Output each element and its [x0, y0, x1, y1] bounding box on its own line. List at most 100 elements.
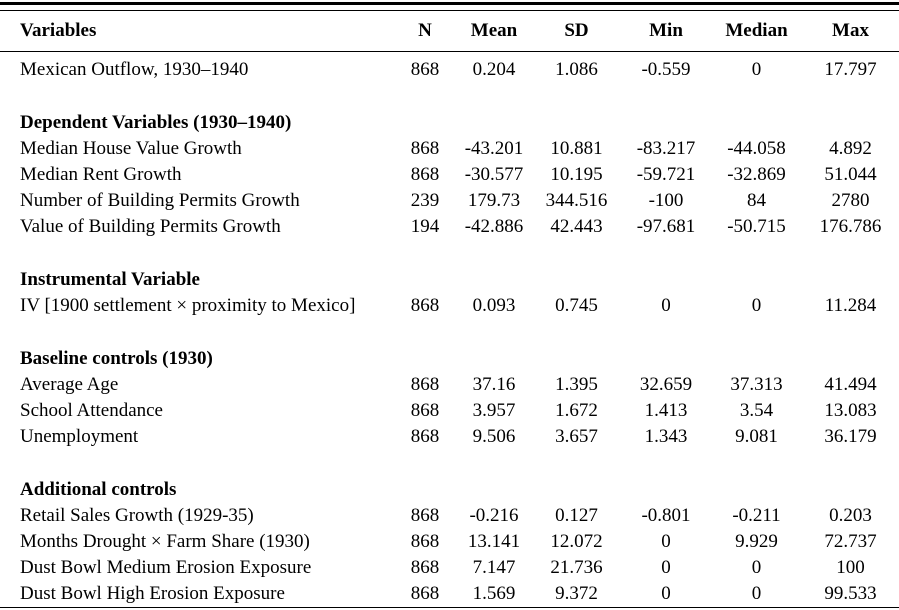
top-rule-thick — [0, 2, 899, 5]
cell-value: -59.721 — [636, 164, 696, 185]
cell-value: -0.559 — [641, 59, 691, 80]
cell-value: 32.659 — [639, 374, 693, 395]
cell-value: 0 — [751, 557, 762, 578]
cell-value: -83.217 — [636, 138, 696, 159]
cell-value: 12.072 — [550, 531, 603, 552]
spacer-cell — [0, 450, 899, 477]
section-label: Dependent Variables (1930–1940) — [20, 112, 292, 133]
cell-value: 0.127 — [555, 505, 598, 526]
cell-value — [802, 477, 899, 503]
table-row: Unemployment 868 9.506 3.657 1.343 9.081 36.17… — [0, 424, 899, 450]
spacer-row — [0, 240, 899, 267]
cell-value — [532, 477, 621, 503]
table-row: School Attendance 868 3.957 1.672 1.413 3.54 1… — [0, 398, 899, 424]
variable-label: Unemployment — [20, 426, 139, 447]
cell-value — [394, 110, 456, 136]
cell-value: 51.044 — [824, 164, 877, 185]
cell-value — [532, 267, 621, 293]
cell-value: 3.957 — [472, 400, 516, 421]
column-header-sd: SD — [532, 11, 621, 52]
spacer-row — [0, 83, 899, 110]
cell-value — [532, 110, 621, 136]
cell-value: 0 — [751, 295, 762, 316]
cell-value: 0.204 — [472, 59, 516, 80]
cell-value: 868 — [410, 59, 440, 80]
cell-value: -97.681 — [636, 216, 696, 237]
cell-value — [456, 267, 532, 293]
column-header-mean: Mean — [456, 11, 532, 52]
cell-value — [621, 267, 711, 293]
cell-value: 239 — [410, 190, 440, 211]
cell-value — [456, 477, 532, 503]
cell-value: 99.533 — [824, 583, 877, 604]
cell-value: 868 — [410, 505, 440, 526]
table-row: Months Drought × Farm Share (1930) 868 13.… — [0, 529, 899, 555]
cell-value: 868 — [410, 557, 440, 578]
cell-value: 1.395 — [555, 374, 598, 395]
cell-value: -0.801 — [641, 505, 691, 526]
cell-value — [532, 346, 621, 372]
table-row: Dust Bowl Medium Erosion Exposure 868 7.14… — [0, 555, 899, 581]
cell-value — [711, 267, 802, 293]
cell-value: 1.413 — [644, 400, 688, 421]
cell-value: 1.343 — [644, 426, 688, 447]
cell-value: -0.211 — [732, 505, 781, 526]
cell-value: 100 — [836, 557, 865, 578]
cell-value: -44.058 — [727, 138, 786, 159]
cell-value: 84 — [747, 190, 766, 211]
cell-value: 176.786 — [819, 216, 882, 237]
section-header-row: Baseline controls (1930) — [0, 346, 899, 372]
table-row: Value of Building Permits Growth 194 -42.8… — [0, 214, 899, 240]
cell-value: 0 — [751, 583, 762, 604]
cell-value: 1.569 — [472, 583, 516, 604]
cell-value: 868 — [410, 164, 440, 185]
cell-value: 37.313 — [730, 374, 783, 395]
table-body: Mexican Outflow, 1930–1940 868 0.204 1.086 -… — [0, 52, 899, 608]
variable-label: Average Age — [20, 374, 119, 395]
table-row: Number of Building Permits Growth 239 179.… — [0, 188, 899, 214]
section-header-row: Instrumental Variable — [0, 267, 899, 293]
variable-label: Dust Bowl High Erosion Exposure — [20, 583, 285, 604]
cell-value: 3.54 — [739, 400, 774, 421]
cell-value: 9.081 — [735, 426, 778, 447]
cell-value: 9.929 — [735, 531, 778, 552]
top-rule-thin — [0, 10, 899, 11]
section-label: Baseline controls (1930) — [20, 348, 213, 369]
cell-value: 194 — [410, 216, 440, 237]
cell-value: 7.147 — [472, 557, 516, 578]
cell-value: 0.093 — [472, 295, 516, 316]
cell-value — [621, 110, 711, 136]
cell-value — [711, 110, 802, 136]
variable-label: Number of Building Permits Growth — [20, 190, 300, 211]
cell-value: 868 — [410, 583, 440, 604]
cell-value: -43.201 — [464, 138, 524, 159]
variable-label: Dust Bowl Medium Erosion Exposure — [20, 557, 312, 578]
variable-label: Mexican Outflow, 1930–1940 — [20, 59, 249, 80]
cell-value: 13.141 — [467, 531, 521, 552]
cell-value: 72.737 — [824, 531, 877, 552]
variable-label: Retail Sales Growth (1929-35) — [20, 505, 254, 526]
cell-value: 0.203 — [829, 505, 872, 526]
cell-value: 36.179 — [824, 426, 877, 447]
spacer-cell — [0, 83, 899, 110]
cell-value: 179.73 — [467, 190, 521, 211]
table-row: Median Rent Growth 868 -30.577 10.195 -59.72… — [0, 162, 899, 188]
column-header-max: Max — [802, 11, 899, 52]
cell-value — [802, 110, 899, 136]
cell-value: 0 — [661, 557, 671, 578]
cell-value — [711, 477, 802, 503]
cell-value: 9.372 — [555, 583, 598, 604]
column-header-median: Median — [711, 11, 802, 52]
cell-value — [394, 477, 456, 503]
cell-value: 0 — [661, 531, 671, 552]
cell-value: 10.195 — [550, 164, 603, 185]
variable-label: School Attendance — [20, 400, 163, 421]
table-row: Median House Value Growth 868 -43.201 10.88… — [0, 136, 899, 162]
spacer-row — [0, 450, 899, 477]
summary-statistics-table: Variables N Mean SD Min Median Max Mexic… — [0, 11, 899, 607]
cell-value: 868 — [410, 400, 440, 421]
spacer-cell — [0, 319, 899, 346]
cell-value: 3.657 — [555, 426, 598, 447]
column-header-variables: Variables — [0, 11, 394, 52]
